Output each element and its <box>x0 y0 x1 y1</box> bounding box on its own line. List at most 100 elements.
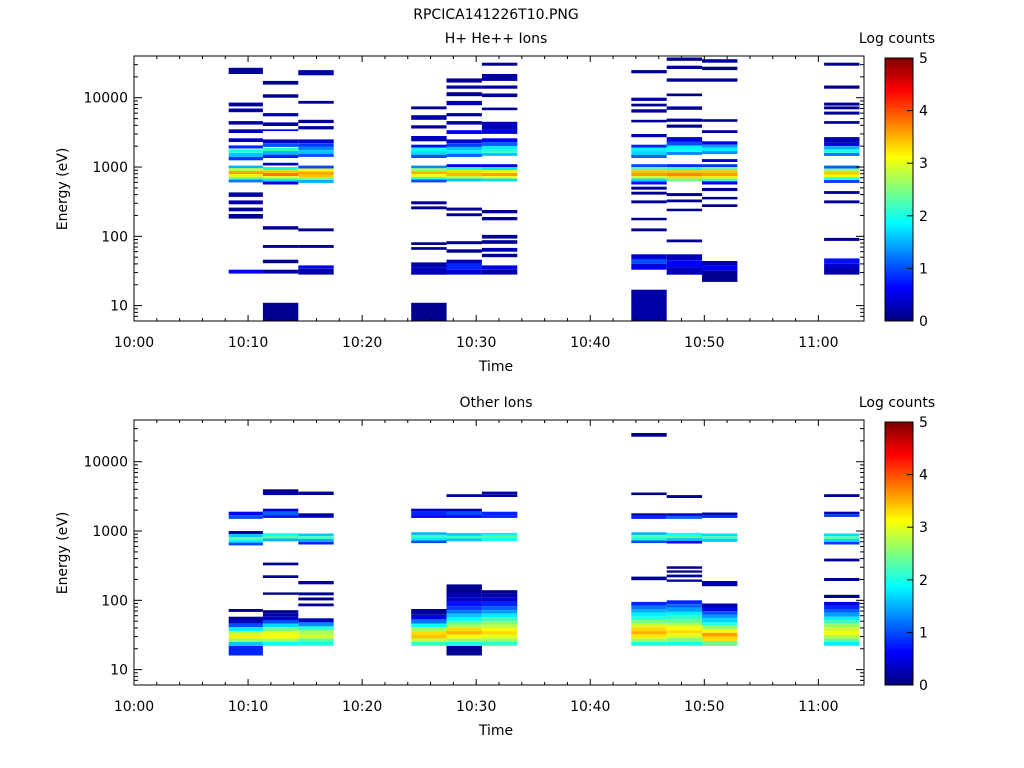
heatmap-cell <box>446 592 482 598</box>
heatmap-cell <box>631 433 667 437</box>
heatmap-cell <box>298 174 334 178</box>
heatmap-cell <box>446 178 482 182</box>
heatmap-cell <box>631 642 667 646</box>
heatmap-cell <box>262 226 299 230</box>
heatmap-cell <box>262 492 299 496</box>
heatmap-cell <box>411 176 447 180</box>
heatmap-cell <box>631 537 667 541</box>
heatmap-cell <box>262 620 299 624</box>
heatmap-cell <box>446 207 482 211</box>
heatmap-cell <box>631 119 667 123</box>
heatmap-cell <box>481 217 518 221</box>
heatmap-cell <box>262 623 299 628</box>
heatmap-cell <box>262 129 299 132</box>
heatmap-cell <box>262 535 299 539</box>
heatmap-cell <box>262 269 299 274</box>
heatmap-cell <box>631 173 667 177</box>
heatmap-cell <box>702 164 738 168</box>
colorbar-label: Log counts <box>859 395 935 411</box>
y-tick-label: 10 <box>110 663 128 679</box>
heatmap-cell <box>446 606 482 611</box>
heatmap-cell <box>631 612 667 617</box>
heatmap-cell <box>824 142 860 147</box>
colorbar-tick-label: 5 <box>919 415 928 431</box>
heatmap-cell <box>666 615 703 620</box>
heatmap-cell <box>298 146 334 151</box>
heatmap-cell <box>702 261 738 266</box>
heatmap-cell <box>298 538 334 542</box>
heatmap-cell <box>481 491 518 495</box>
heatmap-cell <box>298 622 334 627</box>
heatmap-cell <box>228 534 263 537</box>
heatmap-cell <box>666 538 703 541</box>
heatmap-cell <box>702 178 738 182</box>
heatmap-cell <box>481 627 518 632</box>
heatmap-cell <box>262 176 299 179</box>
heatmap-cell <box>481 149 518 153</box>
heatmap-cell <box>702 170 738 173</box>
heatmap-cell <box>631 576 667 581</box>
heatmap-cell <box>262 122 299 126</box>
x-tick-label: 10:00 <box>114 699 154 715</box>
heatmap-cell <box>666 199 703 203</box>
heatmap-cell <box>446 153 482 157</box>
heatmap-cell <box>446 538 482 542</box>
heatmap-cell <box>631 534 667 538</box>
heatmap-cell <box>702 512 738 515</box>
heatmap-cell <box>446 627 482 632</box>
heatmap-cell <box>228 152 263 157</box>
heatmap-cell <box>481 265 518 270</box>
heatmap-cell <box>446 638 482 642</box>
heatmap-cell <box>666 260 703 268</box>
heatmap-cell <box>262 147 299 151</box>
heatmap-cell <box>228 121 263 125</box>
heatmap-cell <box>481 597 518 602</box>
x-tick-label: 10:20 <box>342 699 382 715</box>
heatmap-cell <box>298 513 334 518</box>
y-tick-label: 10000 <box>83 455 128 471</box>
heatmap-cell <box>446 535 482 539</box>
heatmap-cell <box>481 129 518 134</box>
heatmap-cell <box>481 617 518 622</box>
heatmap-cell <box>481 164 518 168</box>
heatmap-cell <box>298 150 334 154</box>
heatmap-cell <box>411 168 447 172</box>
heatmap-cell <box>262 181 299 185</box>
heatmap-cell <box>702 187 738 192</box>
heatmap-cell <box>411 627 447 632</box>
heatmap-cell <box>228 200 263 205</box>
heatmap-cell <box>702 78 738 82</box>
heatmap-cell <box>702 603 738 607</box>
heatmap-cell <box>702 611 738 615</box>
heatmap-cell <box>262 616 299 620</box>
heatmap-cell <box>631 259 667 264</box>
heatmap-cell <box>262 511 299 515</box>
heatmap-cell <box>702 533 738 537</box>
heatmap-cell <box>824 609 860 613</box>
heatmap-cell <box>446 170 482 173</box>
heatmap-cell <box>824 180 860 183</box>
heatmap-cell <box>666 124 703 128</box>
y-tick-label: 100 <box>101 229 128 245</box>
heatmap-cell <box>824 200 860 204</box>
heatmap-cell <box>631 70 667 74</box>
heatmap-cell <box>702 167 738 171</box>
heatmap-cell <box>298 165 334 169</box>
y-tick-label: 10 <box>110 299 128 315</box>
heatmap-cell <box>262 642 299 646</box>
heatmap-cell <box>666 611 703 616</box>
heatmap-cell <box>824 514 860 517</box>
heatmap-cell <box>824 146 860 150</box>
heatmap-cell <box>666 164 703 168</box>
colorbar-tick-label: 3 <box>919 520 928 536</box>
heatmap-cell <box>298 592 334 596</box>
heatmap-cell <box>666 513 703 516</box>
heatmap-cell <box>666 106 703 110</box>
heatmap-cell <box>824 536 860 539</box>
colorbar-tick-label: 2 <box>919 209 928 225</box>
heatmap-cell <box>631 176 667 179</box>
colorbar-tick-label: 5 <box>919 51 928 67</box>
heatmap-cell <box>481 167 518 171</box>
heatmap-cell <box>298 228 334 232</box>
heatmap-cell <box>446 631 482 635</box>
